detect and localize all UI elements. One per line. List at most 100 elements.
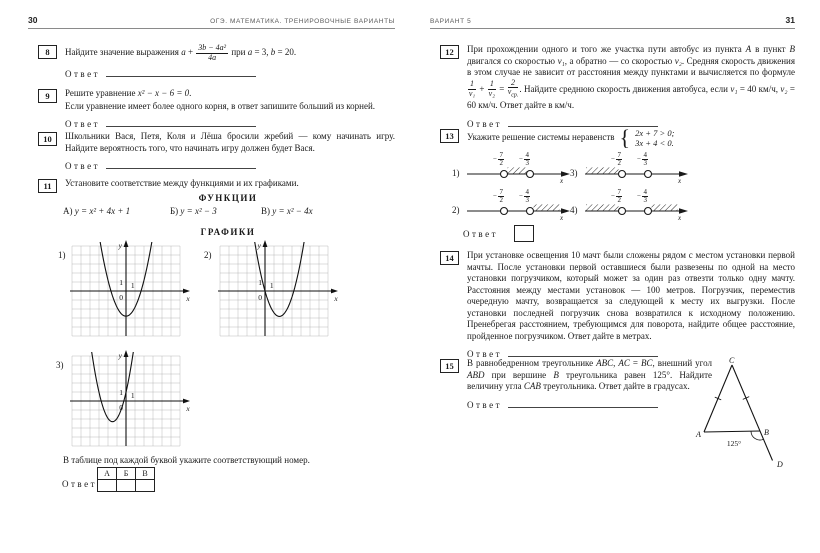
answer-table-cell: [116, 479, 136, 492]
vertex-c-label: C: [729, 356, 735, 365]
svg-text:y: y: [118, 351, 123, 360]
function-a-formula: y = x² + 4x + 1: [74, 206, 131, 216]
axis-x-label: x: [677, 177, 682, 185]
function-b-label: Б): [170, 206, 179, 216]
point-label-1: −7 2: [493, 151, 505, 167]
point-label-2: −4 3: [637, 151, 649, 167]
answer-label: Ответ: [467, 349, 503, 359]
answer-blank-line: [508, 398, 659, 408]
problem-11-text: Установите соответствие между функциями …: [65, 178, 299, 188]
svg-text:0: 0: [119, 293, 123, 302]
svg-text:1: 1: [119, 388, 123, 397]
answer-blank-line: [106, 159, 257, 169]
answer-label: Ответ: [463, 229, 499, 239]
inequality-option-1: 1) −7 2 −4 3 x: [452, 151, 572, 190]
problem-10-number: 10: [38, 132, 57, 146]
option-4-label: 4): [570, 205, 578, 215]
answer-label: Ответ: [467, 399, 503, 410]
point-label-1: −7 2: [493, 188, 505, 204]
point-label-2: −4 3: [519, 188, 531, 204]
svg-text:1: 1: [270, 281, 274, 290]
answer-label: Ответ: [65, 119, 101, 129]
graphs-title: ГРАФИКИ: [200, 227, 256, 237]
answer-table: А Б В: [97, 467, 155, 492]
graph-2-label: 2): [204, 250, 212, 260]
right-page-number: 31: [785, 15, 795, 25]
number-line-1: x: [467, 167, 570, 185]
answer-blank-line: [106, 67, 257, 77]
problem-13-number: 13: [440, 129, 459, 143]
system-of-inequalities: 2x + 7 > 0; 3x + 4 < 0.: [635, 128, 674, 148]
answer-table-header-a: А: [97, 467, 117, 480]
svg-text:1: 1: [131, 281, 135, 290]
answer-blank-line: [508, 117, 659, 127]
problem-14-answer: Ответ: [467, 347, 795, 361]
triangle-figure: A B C D 125°: [695, 356, 783, 469]
axis-x-label: x: [559, 177, 564, 185]
number-line-2: x: [467, 204, 570, 222]
svg-text:1: 1: [119, 278, 123, 287]
answer-label: Ответ: [65, 69, 101, 79]
angle-125-label: 125°: [727, 439, 741, 448]
problem-15-text: В равнобедренном треугольнике ABC, AC = …: [467, 358, 712, 391]
inequality-option-3: 3) −7 2 −4 3 x: [570, 151, 690, 190]
problem-8: 8 Найдите значение выражения a + 3b − 4a…: [38, 43, 395, 81]
right-running-head: ВАРИАНТ 5 31: [430, 15, 795, 29]
problem-15: 15 В равнобедренном треугольнике ABC, AC…: [440, 358, 740, 411]
system-brace: {: [619, 125, 631, 150]
answer-blank-line: [106, 117, 257, 127]
function-v: В) y = x² − 4x: [261, 206, 313, 216]
point-label-1: −7 2: [611, 151, 623, 167]
function-b-formula: y = x² − 3: [180, 206, 217, 216]
problem-14-text: При установке освещения 10 мачт были сло…: [467, 250, 795, 341]
option-1-label: 1): [452, 168, 460, 178]
problem-10-text: Школьники Вася, Петя, Коля и Лёша бросил…: [65, 131, 395, 153]
option-2-label: 2): [452, 205, 460, 215]
number-line-3: x: [585, 167, 688, 185]
function-a: А) y = x² + 4x + 1: [63, 206, 130, 216]
problem-12-text: При прохождении одного и того же участка…: [467, 44, 796, 111]
problem-14: 14 При установке освещения 10 мачт были …: [440, 250, 795, 361]
svg-text:1: 1: [131, 391, 135, 400]
problem-13-intro-row: Укажите решение системы неравенств { 2x …: [467, 125, 795, 150]
inequality-2: 3x + 4 < 0.: [635, 138, 674, 148]
problem-12-number: 12: [440, 45, 459, 59]
svg-text:y: y: [257, 241, 262, 250]
option-3-label: 3): [570, 168, 578, 178]
problem-15-number: 15: [440, 359, 459, 373]
problem-9: 9 Решите уравнение x² − x − 6 = 0. Если …: [38, 88, 395, 131]
svg-text:0: 0: [119, 403, 123, 412]
graph-1-label: 1): [58, 250, 66, 260]
problem-14-number: 14: [440, 251, 459, 265]
left-page-number: 30: [28, 15, 38, 25]
svg-text:0: 0: [258, 293, 262, 302]
problem-9-text: Решите уравнение x² − x − 6 = 0.: [65, 88, 192, 98]
answer-table-header-b: Б: [116, 467, 136, 480]
vertex-d-label: D: [776, 460, 783, 469]
problem-15-answer: Ответ: [467, 398, 712, 412]
answer-label: Ответ: [62, 479, 98, 489]
problem-9-answer: Ответ: [65, 117, 395, 131]
answer-table-cell: [97, 479, 117, 492]
vertex-a-label: A: [695, 430, 701, 439]
graph-3-label: 3): [56, 360, 64, 370]
answer-blank-line: [508, 347, 659, 357]
inequality-option-4: 4) −7 2 −4 3 x: [570, 189, 690, 227]
svg-text:x: x: [185, 404, 190, 413]
problem-9-text-2: Если уравнение имеет более одного корня,…: [65, 100, 376, 111]
problem-13-text: Укажите решение системы неравенств: [467, 132, 615, 143]
problem-8-answer: Ответ: [65, 67, 395, 81]
right-running-title: ВАРИАНТ 5: [430, 18, 472, 25]
problem-12: 12 При прохождении одного и того же учас…: [440, 44, 795, 130]
problem-9-number: 9: [38, 89, 57, 103]
vertex-b-label: B: [764, 428, 769, 437]
axis-x-label: x: [677, 214, 682, 222]
answer-box: [514, 224, 535, 242]
table-note: В таблице под каждой буквой укажите соот…: [63, 455, 310, 465]
answer-table-cell: [135, 479, 155, 492]
answer-label: Ответ: [467, 118, 503, 129]
problem-8-text: Найдите значение выражения a + 3b − 4a² 4…: [65, 43, 297, 62]
